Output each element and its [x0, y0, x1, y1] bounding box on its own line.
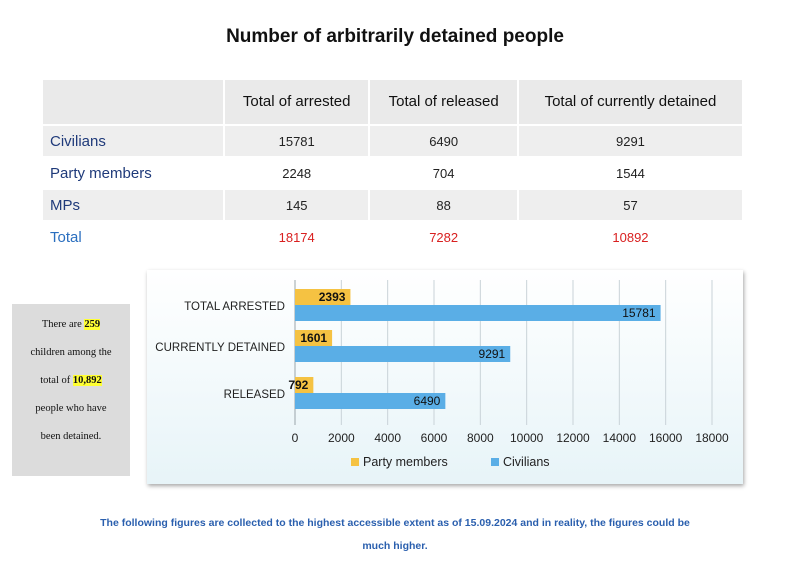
bar-party-members [295, 330, 333, 346]
page-title: Number of arbitrarily detained people [226, 26, 564, 47]
cell-value: 2248 [282, 165, 312, 181]
header-total-arrested: Total of arrested [225, 80, 369, 124]
note-text: total of [40, 375, 73, 386]
header-total-detained: Total of currently detained [518, 80, 742, 124]
cell-value: 145 [225, 190, 369, 220]
x-tick-label: 12000 [556, 431, 590, 445]
legend-entry: Civilians [503, 455, 550, 469]
legend-swatch [351, 458, 359, 466]
bar-chart: 0 2000 4000 6000 8000 10000 12000 14000 16000 180… [155, 280, 729, 469]
row-label-total: Total [50, 228, 82, 246]
note-line: There are 259 [12, 318, 130, 346]
row-label-mps: MPs [43, 190, 223, 220]
x-tick-label: 8000 [467, 431, 494, 445]
bar-chart-panel: 0 2000 4000 6000 8000 10000 12000 14000 16000 180… [147, 270, 743, 484]
category-label: TOTAL ARRESTED [184, 301, 285, 313]
note-line: been detained. [40, 431, 102, 442]
legend-entry: Party members [363, 455, 448, 469]
note-highlight-total: 10,892 [72, 375, 102, 386]
cell-value: 57 [518, 190, 742, 220]
cell-value-total: 10892 [612, 229, 649, 245]
x-tick-label: 4000 [374, 431, 401, 445]
x-tick-label: 6000 [421, 431, 448, 445]
cell-value: 704 [432, 165, 455, 181]
note-line: people who have [35, 403, 107, 414]
detention-table: Total of arrested Total of released Tota… [41, 78, 744, 254]
footer-note-line1: The following figures are collected to t… [100, 517, 690, 529]
cell-value: 88 [370, 190, 517, 220]
bar-party-members [295, 289, 351, 305]
data-label: 15781 [622, 306, 656, 320]
row-label-civilians: Civilians [43, 126, 223, 156]
header-total-released: Total of released [370, 80, 517, 124]
table-header-row: Total of arrested Total of released Tota… [43, 80, 742, 124]
data-label: 1601 [300, 331, 327, 345]
bar-civilians [295, 305, 661, 321]
table-row: MPs 145 88 57 [43, 190, 742, 220]
data-label: 2393 [319, 290, 346, 304]
x-tick-label: 0 [292, 431, 299, 445]
category-label: RELEASED [224, 389, 285, 401]
table-row: Party members 2248 704 1544 [43, 158, 742, 188]
bar-civilians [295, 346, 511, 362]
cell-value: 1544 [615, 165, 645, 181]
note-line: total of 10,892 [12, 374, 130, 402]
bar-party-members [295, 377, 314, 393]
category-label: CURRENTLY DETAINED [155, 342, 285, 354]
note-text: There are [41, 319, 85, 330]
x-tick-label: 14000 [603, 431, 637, 445]
x-tick-label: 10000 [510, 431, 544, 445]
cell-value-total: 7282 [429, 229, 459, 245]
data-label: 9291 [479, 347, 506, 361]
children-note-box: There are 259 children among the total o… [12, 304, 130, 476]
bar-civilians [295, 393, 446, 409]
table-corner-cell [43, 80, 223, 124]
cell-value: 15781 [225, 126, 369, 156]
table-row: Civilians 15781 6490 9291 [43, 126, 742, 156]
footer-note-line2: much higher. [362, 540, 428, 552]
note-highlight-children: 259 [84, 319, 101, 330]
x-tick-label: 2000 [328, 431, 355, 445]
data-label: 792 [288, 378, 308, 392]
table-row-total: Total 18174 7282 10892 [43, 222, 742, 252]
cell-value-total: 18174 [278, 229, 315, 245]
cell-value: 6490 [370, 126, 517, 156]
note-line: children among the [30, 347, 112, 358]
x-tick-label: 16000 [649, 431, 683, 445]
data-label: 6490 [414, 394, 441, 408]
row-label-party-members: Party members [50, 164, 152, 182]
cell-value: 9291 [518, 126, 742, 156]
legend-swatch [491, 458, 499, 466]
x-tick-label: 18000 [695, 431, 729, 445]
